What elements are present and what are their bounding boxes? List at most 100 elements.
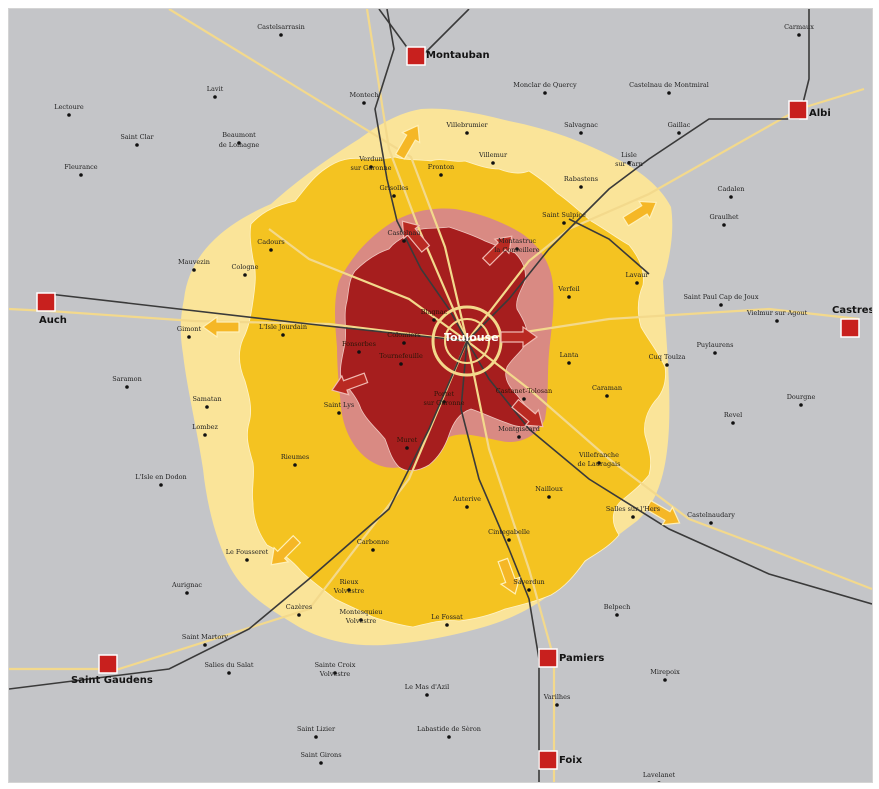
- town-label-nailloux: Nailloux: [535, 485, 563, 493]
- city-label-castres: Castres: [832, 305, 872, 316]
- town-dot-montesquieu-1: [359, 618, 363, 622]
- rail-line-1: [374, 9, 468, 342]
- town-dot-tournefeuille: [399, 362, 403, 366]
- town-dot-lectoure: [67, 113, 71, 117]
- town-label-portet-2: sur Garonne: [423, 399, 464, 407]
- town-dot-beaumont-1: [237, 141, 241, 145]
- town-label-verdun-2: sur Garonne: [350, 164, 391, 172]
- town-label-lisle-1: Lisle: [621, 151, 637, 159]
- town-label-montech: Montech: [349, 91, 378, 99]
- town-label-tournefeuille: Tournefeuille: [379, 352, 423, 360]
- town-label-saint-girons: Saint Girons: [300, 751, 341, 759]
- town-dot-villefranche-1: [597, 461, 601, 465]
- road-1: [168, 9, 469, 342]
- town-label-aurignac: Aurignac: [171, 581, 202, 589]
- town-label-saint-sulpice: Saint Sulpice: [542, 211, 586, 219]
- town-label-puylaurens: Puylaurens: [697, 341, 734, 349]
- rail-line-7: [48, 293, 468, 342]
- town-label-villefranche-2: de Lauragais: [578, 460, 621, 468]
- growth-arrow-6: [497, 557, 521, 595]
- road-2: [365, 9, 469, 342]
- town-dot-cintegabelle: [507, 538, 511, 542]
- growth-arrow-1: [394, 124, 421, 160]
- toulouse-label: Toulouse: [444, 331, 499, 344]
- town-label-samatan: Samatan: [192, 395, 221, 403]
- town-dot-fleurance: [79, 173, 83, 177]
- growth-arrow-9: [500, 325, 539, 349]
- town-label-le-mas-dazil: Le Mas d'Azil: [405, 683, 449, 691]
- town-dot-cadours: [269, 248, 273, 252]
- town-dot-lanta: [567, 361, 571, 365]
- town-dot-revel: [731, 421, 735, 425]
- city-marker-auch: [36, 292, 56, 312]
- town-dot-graulhet: [722, 223, 726, 227]
- town-label-montastruc-1: Montastruc: [498, 237, 536, 245]
- map-frame: Carmaux Castelsarrasin Lectoure Lavit Montec…: [8, 8, 873, 783]
- town-dot-cazeres: [297, 613, 301, 617]
- town-label-cuq-toulza: Cuq Toulza: [649, 353, 686, 361]
- town-dot-monclar: [543, 91, 547, 95]
- town-label-le-fousseret: Le Fousseret: [226, 548, 269, 556]
- town-dot-aurignac: [185, 591, 189, 595]
- town-label-gaillac: Gaillac: [668, 121, 691, 129]
- road-6: [465, 340, 556, 782]
- town-dot-lombez: [203, 433, 207, 437]
- town-label-saint-clar: Saint Clar: [120, 133, 154, 141]
- town-label-saint-lizier: Saint Lizier: [297, 725, 336, 733]
- city-marker-pamiers: [538, 648, 558, 668]
- town-label-montesquieu-2: Volvestre: [345, 617, 377, 625]
- town-dot-castelnau-estretefonds: [402, 239, 406, 243]
- town-label-lavaur: Lavaur: [625, 271, 649, 279]
- town-label-carbonne: Carbonne: [357, 538, 389, 546]
- town-dot-castanet: [522, 397, 526, 401]
- town-dot-lisle-1: [627, 161, 631, 165]
- town-dot-salles-sur-lhers: [631, 515, 635, 519]
- town-dot-lavaur: [635, 281, 639, 285]
- town-dot-carbonne: [371, 548, 375, 552]
- town-dot-salies-du-salat: [227, 671, 231, 675]
- growth-arrow-8: [481, 235, 513, 267]
- town-label-vielmur: Vielmur sur Agout: [746, 309, 808, 317]
- town-label-montastruc-2: la Conseillere: [494, 246, 539, 254]
- road-5: [466, 340, 872, 591]
- town-dot-rieumes: [293, 463, 297, 467]
- rail-line-2: [466, 118, 799, 342]
- city-marker-montauban: [406, 46, 426, 66]
- town-label-rieux-1: Rieux: [340, 578, 359, 586]
- town-label-cadours: Cadours: [257, 238, 285, 246]
- town-dot-belpech: [615, 613, 619, 617]
- town-dot-fronton: [439, 173, 443, 177]
- town-label-carmaux: Carmaux: [784, 23, 814, 31]
- town-label-salies-du-salat: Salies du Salat: [204, 661, 253, 669]
- town-label-lavelanet: Lavelanet: [643, 771, 676, 779]
- town-label-saverdun: Saverdun: [513, 578, 545, 586]
- town-label-fleurance: Fleurance: [64, 163, 97, 171]
- town-dot-sainte-croix-1: [333, 671, 337, 675]
- town-dot-montastruc-1: [515, 247, 519, 251]
- town-label-saint-paul: Saint Paul Cap de Joux: [683, 293, 758, 301]
- town-label-cazeres: Cazères: [286, 603, 312, 611]
- town-label-castelnau-montmiral: Castelnau de Montmiral: [629, 81, 709, 89]
- town-dot-salvagnac: [579, 131, 583, 135]
- town-label-lectoure: Lectoure: [54, 103, 84, 111]
- town-dot-castelnaudary: [709, 521, 713, 525]
- roads-layer: [9, 9, 872, 782]
- town-dot-gimont: [187, 335, 191, 339]
- town-dot-le-fousseret: [245, 558, 249, 562]
- town-dot-colomiers: [402, 341, 406, 345]
- town-dot-saint-lys: [337, 411, 341, 415]
- town-label-salvagnac: Salvagnac: [564, 121, 598, 129]
- town-dot-portet-1: [442, 400, 446, 404]
- town-dot-verdun-1: [369, 165, 373, 169]
- town-dot-fonsorbes: [357, 350, 361, 354]
- town-dot-grisolles: [392, 194, 396, 198]
- town-dot-saint-lizier: [314, 735, 318, 739]
- town-dot-cologne: [243, 273, 247, 277]
- town-label-grisolles: Grisolles: [380, 184, 409, 192]
- town-label-saramon: Saramon: [112, 375, 142, 383]
- town-dot-caraman: [605, 394, 609, 398]
- town-label-rieumes: Rieumes: [281, 453, 309, 461]
- town-label-lanta: Lanta: [560, 351, 579, 359]
- town-dot-montech: [362, 101, 366, 105]
- growth-arrow-2: [622, 200, 658, 227]
